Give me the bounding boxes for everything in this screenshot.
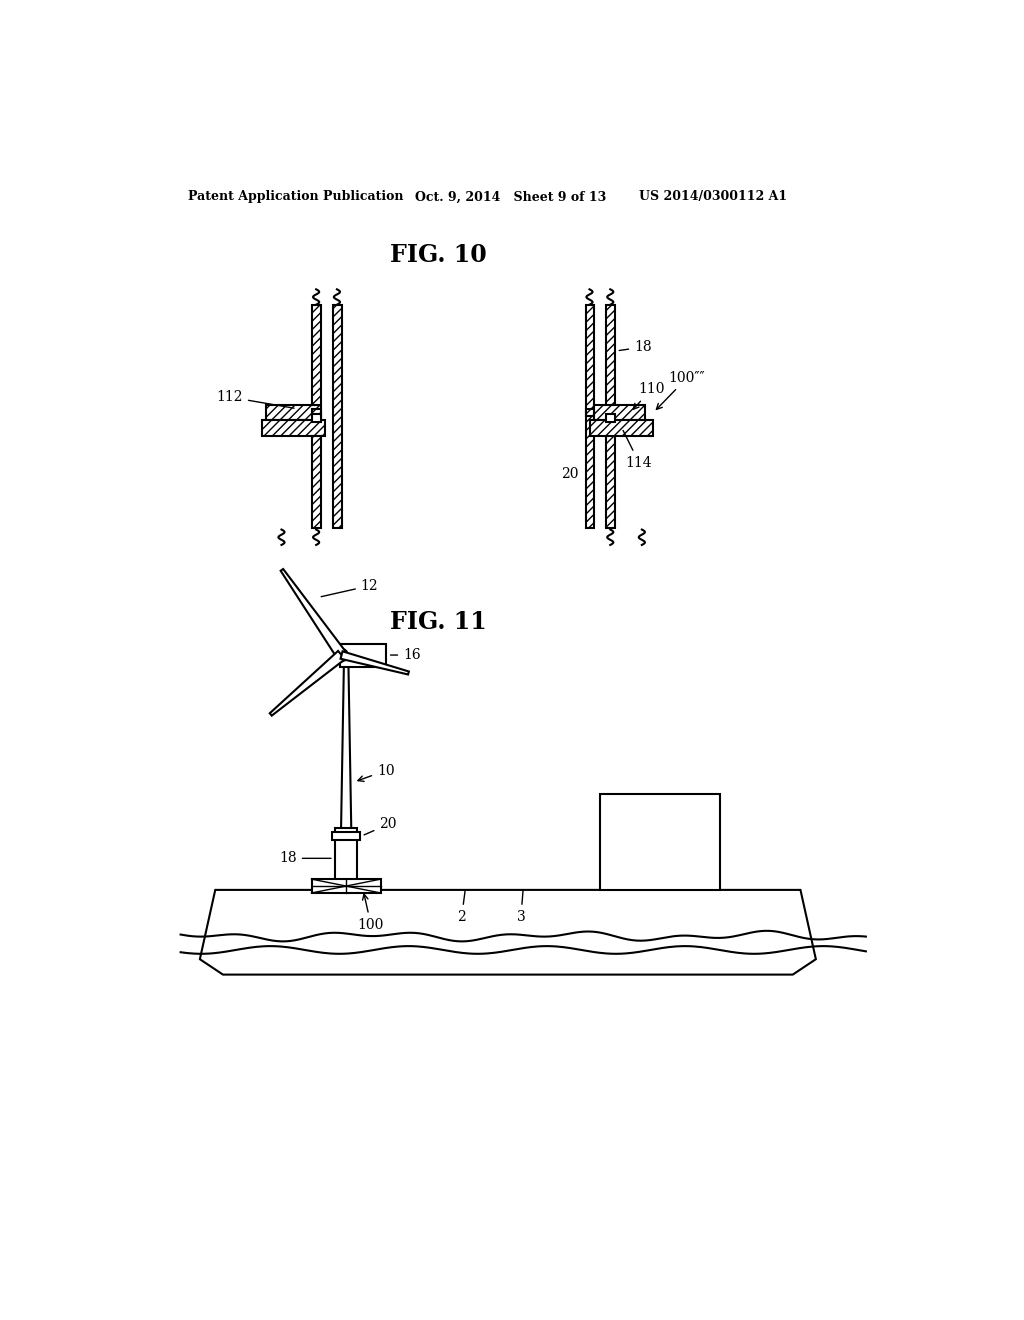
Text: FIG. 11: FIG. 11 [390,610,487,634]
Text: 12: 12 [322,578,379,597]
Bar [311,879,381,892]
Bar [605,414,614,422]
Text: 110: 110 [633,383,665,409]
Text: 100: 100 [357,894,384,932]
Bar [311,414,321,422]
Polygon shape [594,405,645,420]
Polygon shape [341,651,409,675]
Polygon shape [200,890,816,974]
Polygon shape [340,667,352,890]
Text: Oct. 9, 2014   Sheet 9 of 13: Oct. 9, 2014 Sheet 9 of 13 [416,190,606,203]
Text: 114: 114 [623,430,652,470]
Polygon shape [262,420,325,436]
Text: 18: 18 [620,341,651,354]
Polygon shape [266,405,321,420]
Polygon shape [333,305,342,528]
Circle shape [336,649,348,661]
Bar [333,832,360,840]
Text: 10: 10 [358,763,394,781]
Polygon shape [312,409,321,416]
Polygon shape [269,651,345,715]
Polygon shape [586,409,594,416]
Bar [340,644,386,667]
Bar [600,793,720,890]
Polygon shape [606,305,614,528]
Text: 100″″: 100″″ [656,371,706,409]
Text: 20: 20 [365,817,396,834]
Text: 16: 16 [390,648,421,663]
Text: FIG. 10: FIG. 10 [390,243,487,267]
Text: 3: 3 [516,891,525,924]
Polygon shape [586,305,594,528]
Text: 2: 2 [458,891,466,924]
Text: 20: 20 [561,467,579,480]
Polygon shape [312,305,321,405]
Text: 112: 112 [216,391,294,408]
Polygon shape [590,420,652,436]
Polygon shape [312,436,321,528]
Bar [336,829,357,888]
Text: US 2014/0300112 A1: US 2014/0300112 A1 [639,190,786,203]
Text: 18: 18 [280,851,331,866]
Text: Patent Application Publication: Patent Application Publication [188,190,403,203]
Polygon shape [281,569,346,659]
